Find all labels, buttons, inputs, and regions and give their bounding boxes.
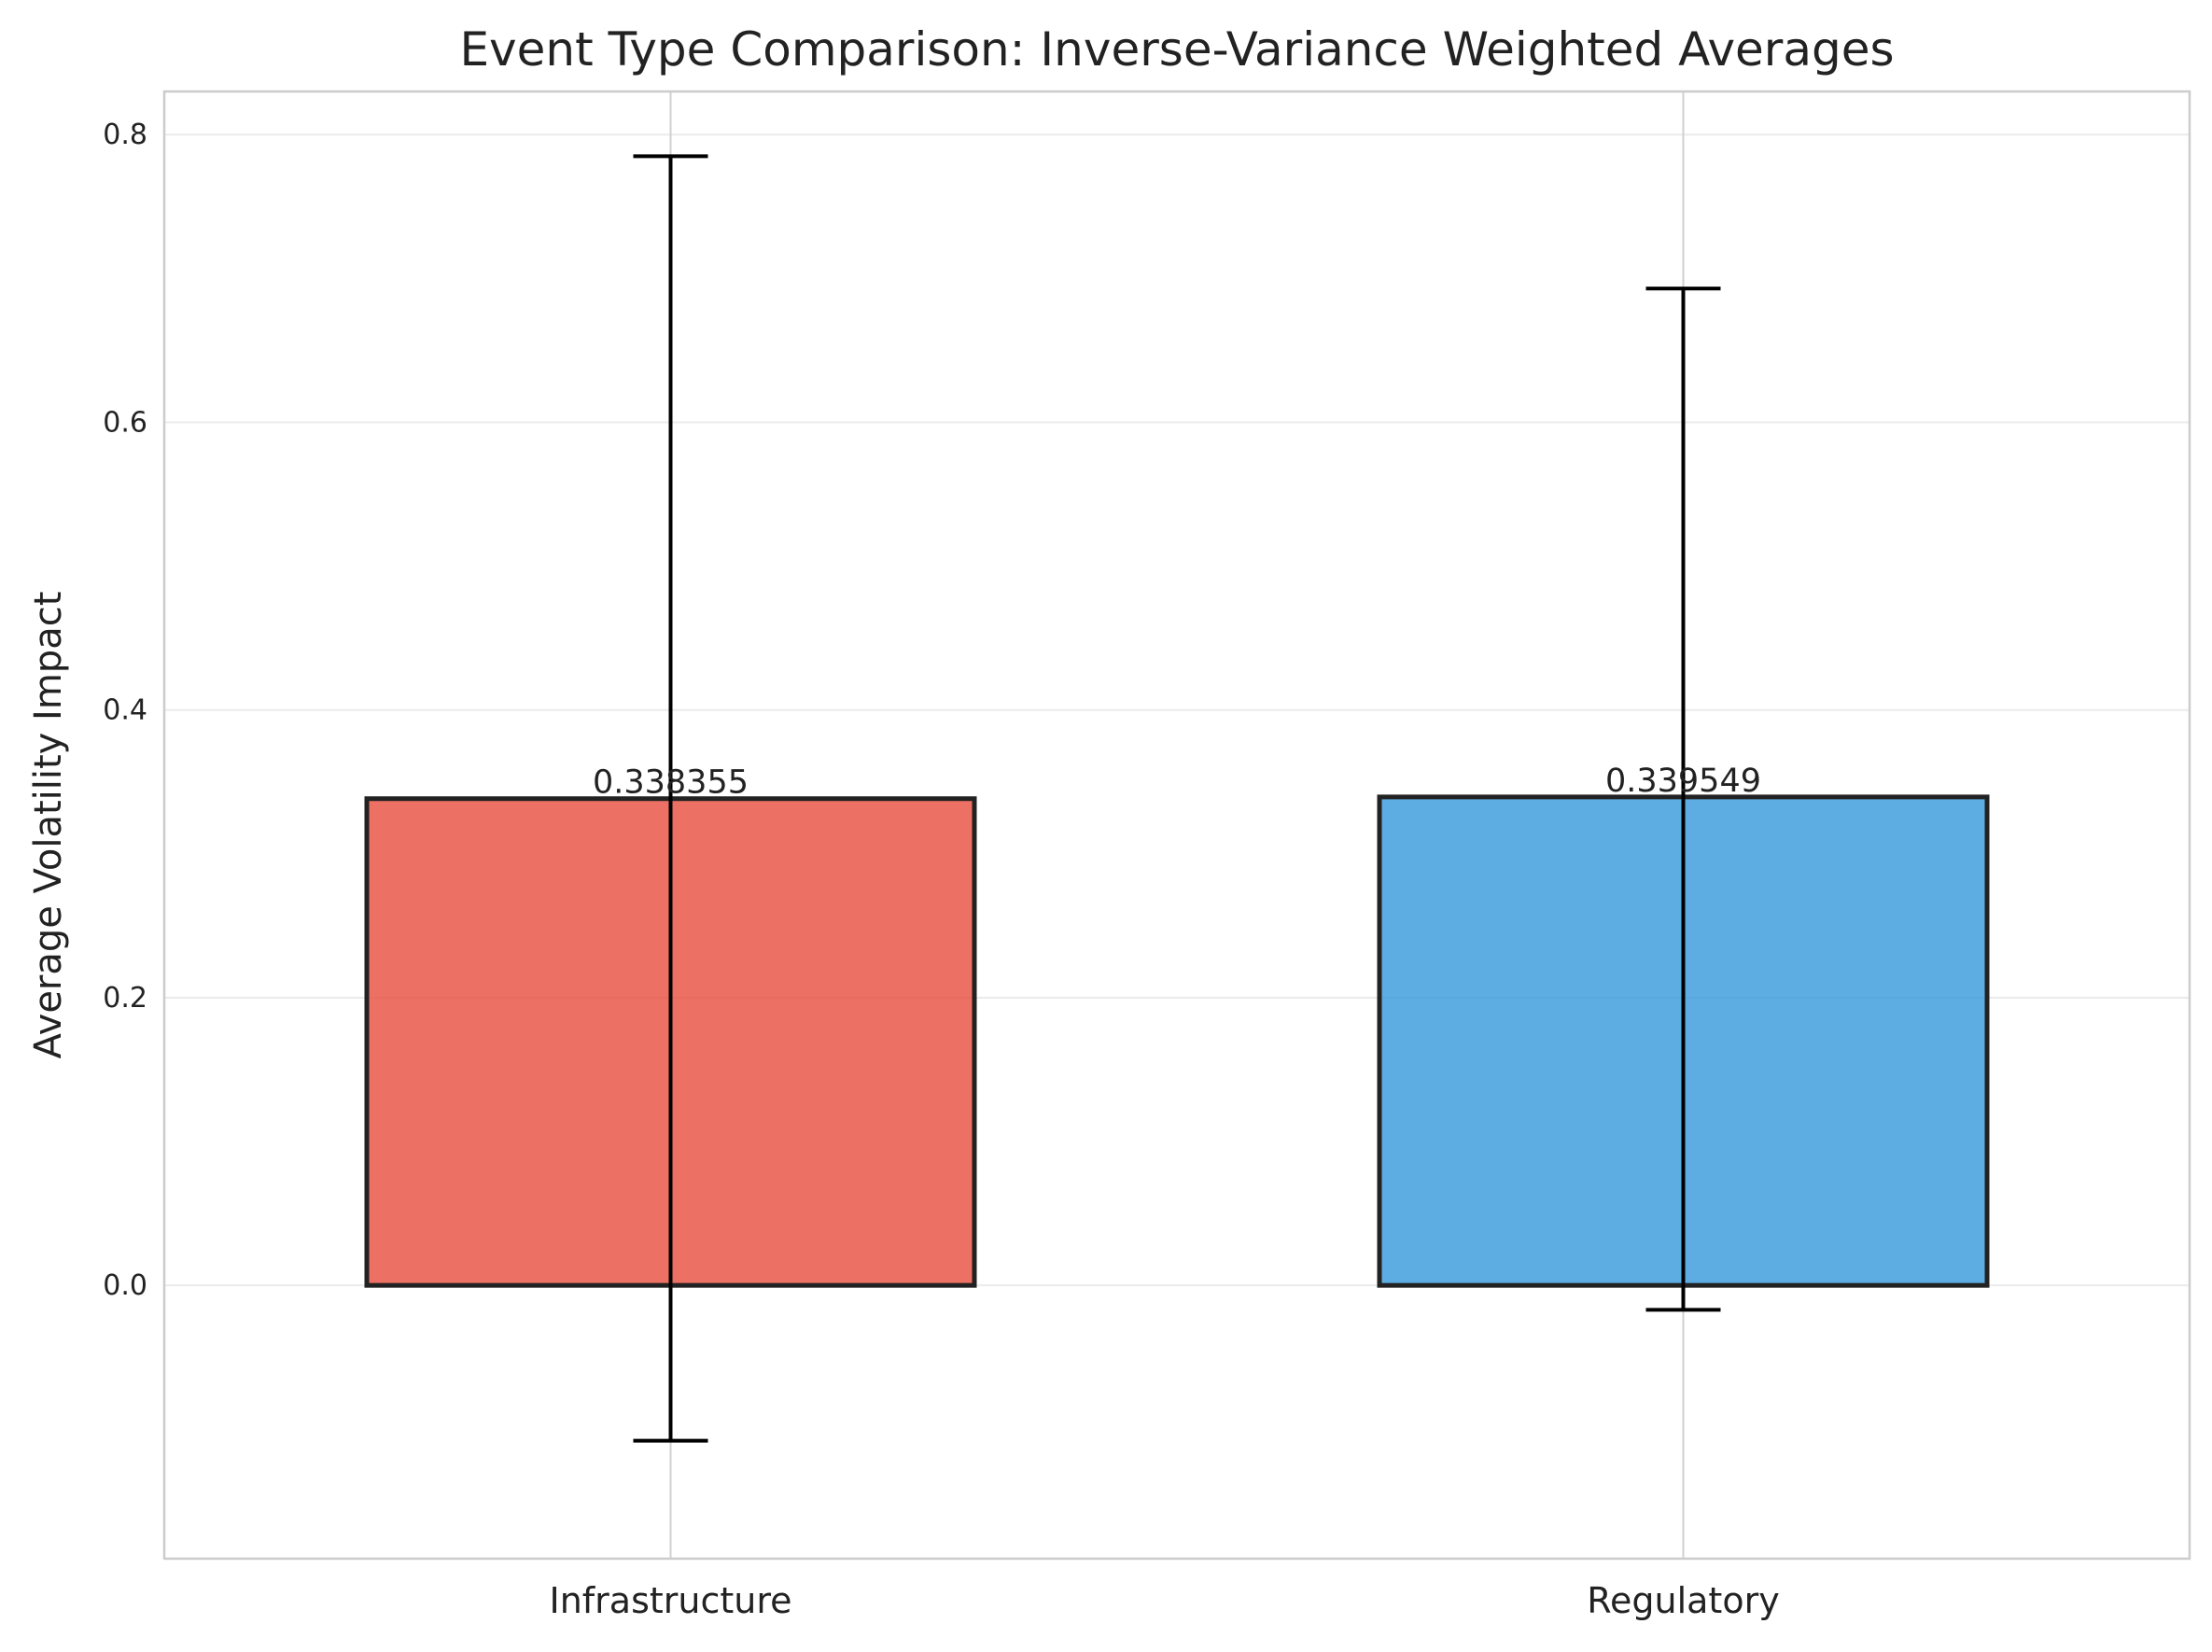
y-tick-label: 0.0 (103, 1269, 147, 1302)
data-label: 0.338355 (593, 764, 749, 802)
error-bars (633, 154, 1721, 1443)
y-axis-label: Average Volatility Impact (27, 592, 70, 1059)
chart-title: Event Type Comparison: Inverse-Variance … (459, 22, 1894, 77)
y-tick-label: 0.2 (103, 982, 147, 1015)
x-tick-label: Infrastructure (549, 1580, 791, 1621)
x-tick-label: Regulatory (1587, 1580, 1779, 1621)
x-tick-labels: Infrastructure Regulatory (549, 1580, 1779, 1621)
y-tick-label: 0.6 (103, 406, 147, 439)
data-label: 0.339549 (1605, 763, 1761, 800)
data-labels: 0.338355 0.339549 (593, 763, 1761, 802)
y-tick-label: 0.8 (103, 119, 147, 151)
y-tick-labels: 0.0 0.2 0.4 0.6 0.8 (103, 119, 147, 1302)
y-tick-label: 0.4 (103, 694, 147, 727)
plot-frame (162, 90, 2191, 1561)
